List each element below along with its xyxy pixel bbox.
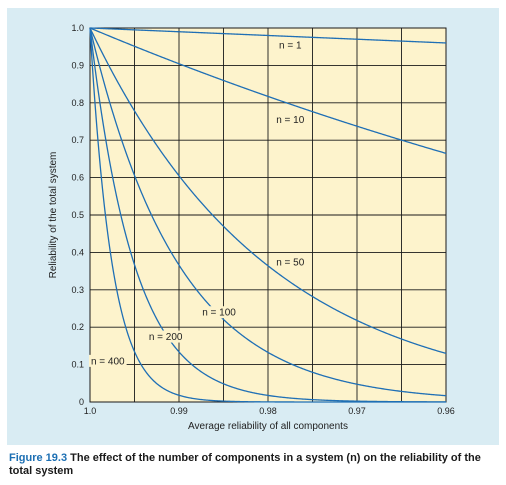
y-tick-label: 0.8 — [71, 98, 84, 108]
y-tick-label: 0.7 — [71, 135, 84, 145]
series-label-bg — [88, 354, 127, 367]
x-axis-label: Average reliability of all components — [188, 421, 348, 432]
x-tick-label: 0.99 — [170, 406, 188, 416]
series-label-bg — [200, 306, 238, 319]
series-line-n-400 — [89, 27, 446, 403]
series-label-n-400: n = 400 — [91, 356, 125, 367]
y-tick-label: 0.5 — [71, 210, 84, 220]
series-label-n-50: n = 50 — [276, 257, 305, 268]
x-tick-label: 0.96 — [437, 406, 455, 416]
caption-number: Figure 19.3 — [9, 452, 68, 464]
y-tick-label: 0.4 — [71, 247, 84, 257]
series-label-bg — [146, 330, 185, 343]
series-label-bg — [274, 113, 307, 126]
y-tick-label: 0.2 — [71, 322, 84, 332]
caption-text: The effect of the number of components i… — [9, 452, 481, 477]
x-tick-label: 0.97 — [348, 406, 366, 416]
series-label-n-100: n = 100 — [202, 308, 236, 319]
x-tick-label: 1.0 — [84, 406, 97, 416]
reliability-chart: n = 1 n = 10 n = 50 n = 100 n = 200 n = 400 0… — [48, 23, 455, 432]
y-tick-label: 1.0 — [71, 23, 84, 33]
figure-caption: Figure 19.3 The effect of the number of … — [9, 452, 499, 478]
series-label-n-200: n = 200 — [149, 332, 183, 343]
curve-labels: n = 1 n = 10 n = 50 n = 100 n = 200 n = 400 — [88, 38, 307, 367]
y-tick-label: 0.6 — [71, 173, 84, 183]
x-tick-label: 0.98 — [259, 406, 277, 416]
series-line-n-1 — [89, 27, 447, 44]
y-tick-label: 0 — [79, 397, 84, 407]
curves — [89, 27, 447, 403]
series-label-n-10: n = 10 — [276, 115, 305, 126]
series-label-bg — [274, 255, 307, 268]
grid-lines — [90, 28, 446, 402]
y-axis-label: Reliability of the total system — [48, 152, 59, 279]
series-line-n-50 — [89, 27, 447, 355]
y-tick-label: 0.1 — [71, 360, 84, 370]
series-label-bg — [276, 38, 304, 51]
series-label-n-1: n = 1 — [279, 40, 302, 51]
series-line-n-10 — [89, 27, 447, 154]
y-tick-label: 0.3 — [71, 285, 84, 295]
tick-labels: 0 0.1 0.2 0.3 0.4 0.5 0.6 0.7 0.8 0.9 1.0 1.0 0.99 0.… — [71, 23, 454, 416]
series-line-n-100 — [89, 27, 447, 397]
y-tick-label: 0.9 — [71, 60, 84, 70]
